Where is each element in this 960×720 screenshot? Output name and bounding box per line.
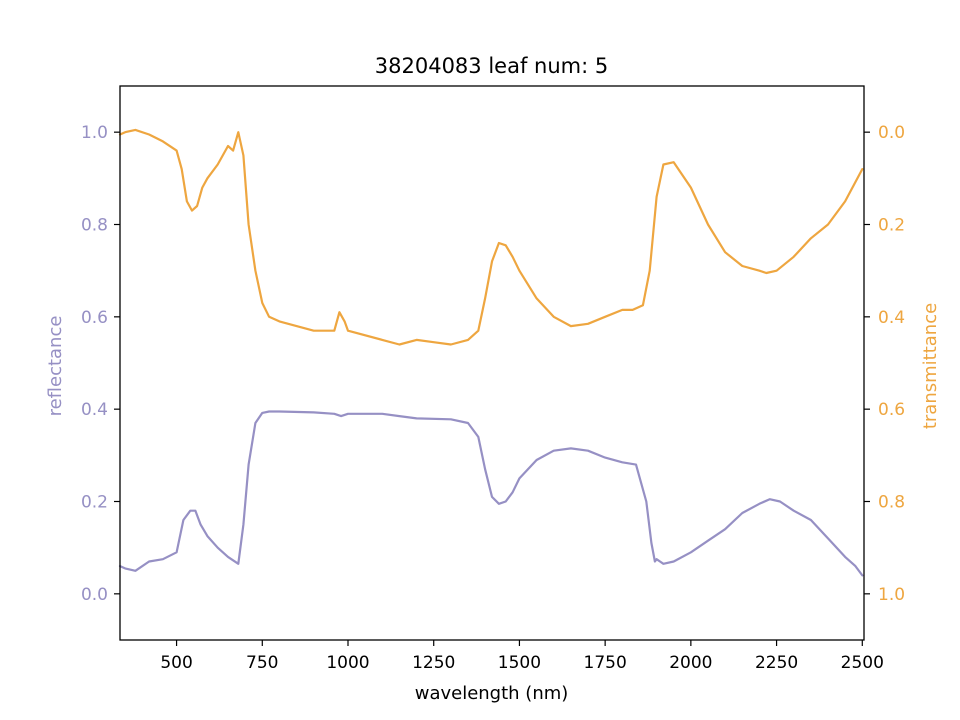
x-tick-label: 500 [160, 653, 192, 673]
y2-tick-label: 0.8 [878, 493, 905, 513]
y2-tick-label: 0.6 [878, 400, 905, 420]
y2-tick-label: 0.2 [878, 216, 905, 236]
x-tick-label: 1250 [412, 653, 455, 673]
y-tick-label: 0.8 [81, 216, 108, 236]
y2-tick-label: 0.0 [878, 123, 905, 143]
plot-frame [119, 85, 865, 641]
x-tick-label: 2000 [669, 653, 712, 673]
x-tick-label: 1750 [584, 653, 627, 673]
y-tick-label: 1.0 [81, 123, 108, 143]
y2-axis-title: transmittance [920, 303, 941, 429]
y-tick-label: 0.0 [81, 585, 108, 605]
x-axis-title: wavelength (nm) [415, 683, 569, 704]
y-axis-right: 0.0 0.2 0.4 0.6 0.8 1.0 [864, 123, 905, 605]
x-tick-label: 1000 [326, 653, 369, 673]
y-axis-title: reflectance [45, 316, 66, 417]
plot-lines [118, 128, 864, 577]
reflectance-line [118, 410, 864, 577]
chart-title: 38204083 leaf num: 5 [375, 54, 608, 78]
y-tick-label: 0.2 [81, 493, 108, 513]
y-tick-label: 0.6 [81, 308, 108, 328]
y-tick-label: 0.4 [81, 400, 108, 420]
transmittance-line [118, 128, 864, 346]
x-tick-label: 1500 [498, 653, 541, 673]
x-axis: 500 750 1000 1250 1500 1750 2000 2250 2500 [160, 640, 884, 673]
y-axis-left: 0.0 0.2 0.4 0.6 0.8 1.0 [81, 123, 120, 605]
x-tick-label: 2500 [841, 653, 884, 673]
x-tick-label: 750 [246, 653, 278, 673]
x-tick-label: 2250 [755, 653, 798, 673]
y2-tick-label: 1.0 [878, 585, 905, 605]
y2-tick-label: 0.4 [878, 308, 905, 328]
